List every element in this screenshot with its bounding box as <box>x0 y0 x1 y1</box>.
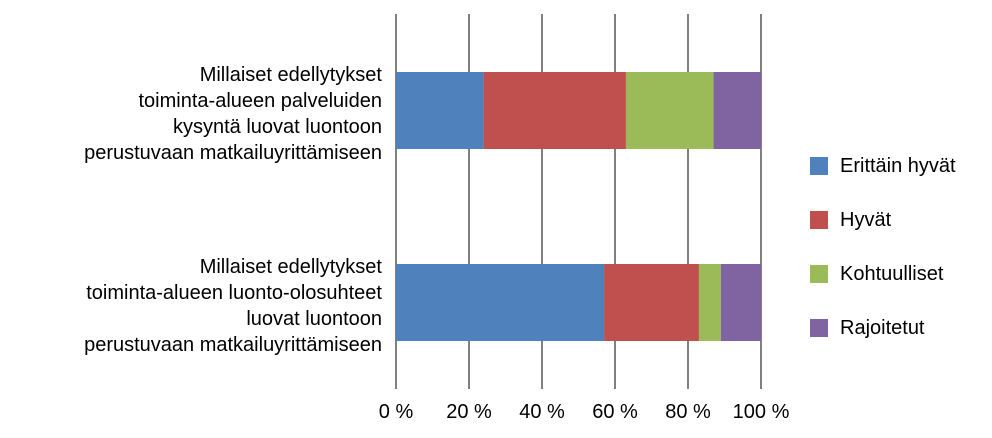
category-label: Millaiset edellytykset toiminta-alueen lu… <box>84 254 382 358</box>
category-label: Millaiset edellytykset toiminta-alueen pa… <box>84 62 382 166</box>
bar-segment <box>713 72 761 149</box>
category-label-line: toiminta-alueen luonto-olosuhteet <box>86 282 382 304</box>
x-tick-labels: 0 % 20 % 40 % 60 % 80 % 100 % <box>379 401 790 423</box>
bar-segment <box>483 72 626 149</box>
category-label-line: luovat luontoon <box>246 308 382 330</box>
x-tick-label: 20 % <box>446 401 492 423</box>
bar-segment <box>396 264 605 341</box>
bar-segment <box>625 72 714 149</box>
legend-swatch <box>810 157 828 175</box>
x-tick-label: 60 % <box>592 401 638 423</box>
category-label-line: toiminta-alueen palveluiden <box>138 90 383 112</box>
category-label-line: kysyntä luovat luontoon <box>172 116 382 138</box>
legend-swatch <box>810 265 828 283</box>
legend-swatch <box>810 319 828 337</box>
legend-label: Kohtuulliset <box>840 262 944 285</box>
bar-segment <box>698 264 721 341</box>
bar-segment <box>396 72 484 149</box>
bar-segment <box>720 264 761 341</box>
legend-item: Rajoitetut <box>810 312 956 344</box>
bar-segment <box>604 264 699 341</box>
legend: Erittäin hyvät Hyvät Kohtuulliset Rajoitetu… <box>810 150 956 366</box>
category-label-line: perustuvaan matkailuyrittämiseen <box>84 334 382 356</box>
bars <box>396 72 761 341</box>
x-tick-label: 0 % <box>379 401 414 423</box>
x-tick-label: 40 % <box>519 401 565 423</box>
legend-label: Hyvät <box>840 208 892 231</box>
category-label-line: Millaiset edellytykset <box>199 64 382 86</box>
x-tick-label: 100 % <box>733 401 790 423</box>
category-label-line: Millaiset edellytykset <box>199 256 382 278</box>
category-label-line: perustuvaan matkailuyrittämiseen <box>84 142 382 164</box>
legend-item: Erittäin hyvät <box>810 150 956 182</box>
legend-label: Rajoitetut <box>840 316 925 339</box>
legend-swatch <box>810 211 828 229</box>
legend-item: Hyvät <box>810 204 956 236</box>
legend-label: Erittäin hyvät <box>840 154 956 177</box>
x-tick-label: 80 % <box>665 401 711 423</box>
legend-item: Kohtuulliset <box>810 258 956 290</box>
